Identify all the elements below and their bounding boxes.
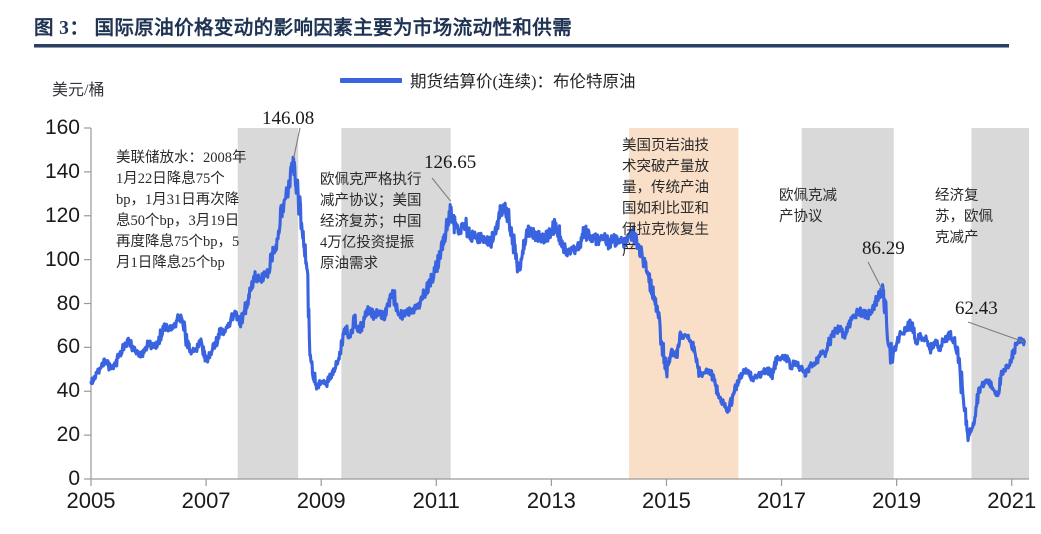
x-tick-label-2021: 2021 bbox=[987, 488, 1037, 513]
y-tick-label-120: 120 bbox=[44, 203, 80, 227]
legend-label-brent: 期货结算价(连续)：布伦特原油 bbox=[410, 72, 636, 91]
callout-leader-62.43 bbox=[967, 321, 1025, 343]
annotation-opec-cut-2017: 欧佩克减产协议 bbox=[779, 188, 837, 226]
axis-group bbox=[84, 127, 1029, 486]
x-tick-label-2011: 2011 bbox=[412, 488, 460, 513]
figure-title-bar: 图 3： 国际原油价格变动的影响因素主要为市场流动性和供需 bbox=[34, 8, 1009, 42]
annotation-opec-cut-2009: 欧佩克严格执行减产协议；美国经济复苏；中国4万亿投资提振原油需求 bbox=[320, 172, 422, 273]
x-tick-label-2007: 2007 bbox=[181, 488, 231, 513]
y-tick-label-100: 100 bbox=[44, 247, 80, 271]
y-tick-label-140: 140 bbox=[44, 159, 80, 183]
series-group bbox=[89, 155, 1026, 443]
x-tick-label-2015: 2015 bbox=[641, 488, 691, 513]
y-tick-label-80: 80 bbox=[56, 291, 80, 315]
shaded-band-us-shale bbox=[629, 128, 739, 479]
shaded-band-group bbox=[237, 128, 1029, 479]
series-line-0 bbox=[89, 155, 1026, 443]
x-tick-label-2009: 2009 bbox=[296, 488, 346, 513]
callout-leader-86.29 bbox=[867, 261, 883, 290]
shaded-band-recovery-2021 bbox=[971, 128, 1029, 479]
y-tick-label-0: 0 bbox=[68, 467, 80, 490]
x-tick-label-2017: 2017 bbox=[757, 488, 807, 513]
annotation-fed-liquidity: 美联储放水：2008年1月22日降息75个bp，1月31日再次降息50个bp，3… bbox=[116, 150, 247, 272]
y-tick-label-160: 160 bbox=[44, 116, 80, 139]
page-title: 图 3： 国际原油价格变动的影响因素主要为市场流动性和供需 bbox=[34, 17, 573, 39]
callout-leader-146.08 bbox=[293, 127, 301, 159]
y-tick-label-40: 40 bbox=[56, 379, 80, 403]
callout-peak-2008: 146.08 bbox=[262, 108, 315, 129]
callout-leader-group bbox=[293, 127, 1025, 343]
x-tick-label-2013: 2013 bbox=[526, 488, 576, 513]
chart-legend: 期货结算价(连续)：布伦特原油 bbox=[340, 68, 636, 92]
callout-last-2021: 62.43 bbox=[955, 298, 998, 319]
y-tick-label-20: 20 bbox=[56, 423, 80, 447]
x-tick-label-2005: 2005 bbox=[66, 488, 116, 513]
callout-peak-2018: 86.29 bbox=[862, 238, 905, 259]
callout-peak-2011: 126.65 bbox=[424, 152, 477, 173]
y-axis-unit-label: 美元/桶 bbox=[52, 82, 105, 99]
title-divider bbox=[34, 44, 1009, 48]
annotation-us-shale: 美国页岩油技术突破产量放量，传统产油国如利比亚和伊拉克恢复生产 bbox=[622, 138, 709, 260]
y-tick-label-60: 60 bbox=[56, 335, 80, 359]
callout-leader-126.65 bbox=[431, 177, 452, 202]
x-tick-label-2019: 2019 bbox=[872, 488, 922, 513]
legend-swatch-brent bbox=[340, 77, 402, 83]
shaded-band-opec-cut-2017 bbox=[801, 128, 894, 479]
annotation-recovery-2021: 经济复苏，欧佩克减产 bbox=[935, 188, 993, 247]
